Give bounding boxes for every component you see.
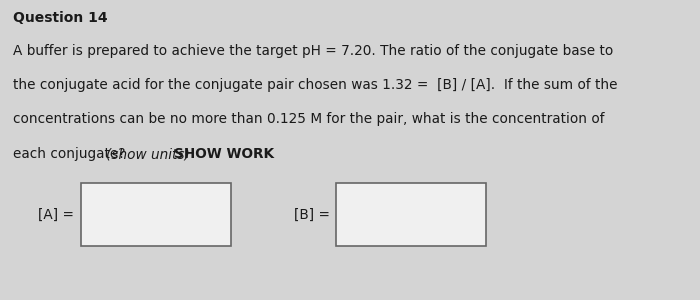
Text: each conjugate?: each conjugate? <box>13 147 130 161</box>
Text: [B] =: [B] = <box>294 208 330 221</box>
Text: (show units): (show units) <box>106 147 194 161</box>
FancyBboxPatch shape <box>80 183 231 246</box>
Text: the conjugate acid for the conjugate pair chosen was 1.32 =  [B] / [A].  If the : the conjugate acid for the conjugate pai… <box>13 78 617 92</box>
Text: SHOW WORK: SHOW WORK <box>174 147 274 161</box>
Text: concentrations can be no more than 0.125 M for the pair, what is the concentrati: concentrations can be no more than 0.125… <box>13 112 604 127</box>
Text: [A] =: [A] = <box>38 208 74 221</box>
Text: A buffer is prepared to achieve the target pH = 7.20. The ratio of the conjugate: A buffer is prepared to achieve the targ… <box>13 44 613 58</box>
Text: Question 14: Question 14 <box>13 11 107 25</box>
FancyBboxPatch shape <box>336 183 486 246</box>
